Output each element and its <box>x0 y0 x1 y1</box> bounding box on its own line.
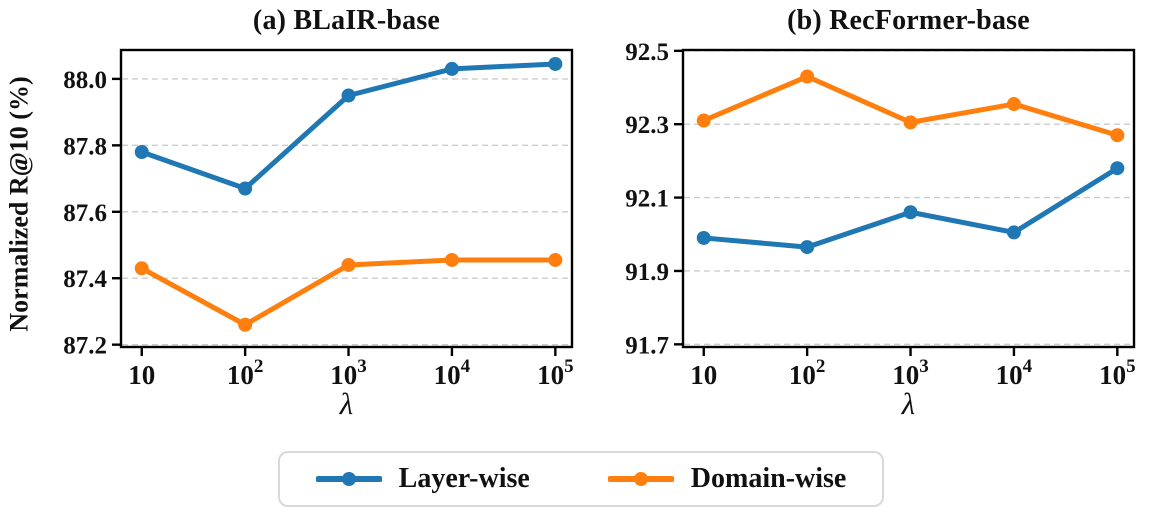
legend-item-domain-wise: Domain-wise <box>607 463 847 495</box>
legend-box: Layer-wise Domain-wise <box>278 451 884 507</box>
layer-wise-marker <box>134 144 149 159</box>
plot-frame <box>119 48 574 349</box>
layer-wise-line <box>139 61 558 192</box>
x-tick-label: 105 <box>537 356 574 390</box>
x-tick-label: 103 <box>330 356 367 390</box>
y-tick-label: 92.3 <box>625 112 669 139</box>
domain-wise-marker <box>444 252 459 267</box>
panel-a-x-axis-label: λ <box>339 386 354 421</box>
legend-item-layer-wise: Layer-wise <box>315 463 530 495</box>
panel-a-plot-area: 87.2 87.4 87.6 87.8 88.0 10 102 103 104 105 <box>63 48 574 390</box>
layer-wise-marker <box>548 56 563 71</box>
domain-wise-marker <box>238 317 253 332</box>
legend-label-domain-wise: Domain-wise <box>690 463 847 494</box>
x-tick-label: 10 <box>128 360 155 390</box>
y-tick-label: 87.8 <box>63 133 107 160</box>
y-tick-label: 92.1 <box>625 186 669 213</box>
layer-wise-marker <box>1110 161 1125 176</box>
y-tick-label: 88.0 <box>63 67 107 94</box>
layer-wise-marker <box>903 205 918 220</box>
domain-wise-marker <box>696 113 711 128</box>
domain-wise-line-swatch-icon <box>607 472 674 486</box>
domain-wise-marker <box>1006 97 1021 112</box>
y-tick-label: 92.5 <box>625 39 669 66</box>
x-tick-label: 104 <box>996 356 1033 390</box>
panel-b-plot-area: 91.7 91.9 92.1 92.3 92.5 10 102 103 104 105 <box>625 39 1136 390</box>
y-axis-label: Normalized R@10 (%) <box>5 76 34 332</box>
y-axis-label-wrap: Normalized R@10 (%) <box>0 36 40 372</box>
layer-wise-marker <box>696 230 711 245</box>
legend-label-layer-wise: Layer-wise <box>398 463 530 494</box>
y-tick-label: 91.9 <box>625 259 669 286</box>
domain-wise-marker <box>800 69 815 84</box>
x-tick-label: 10 <box>690 360 717 390</box>
panel-b-title: (b) RecFormer-base <box>787 5 1030 36</box>
panel-a-title: (a) BLaIR-base <box>252 5 441 36</box>
plot-frame <box>681 48 1136 349</box>
layer-wise-marker <box>444 61 459 76</box>
layer-wise-marker <box>1006 225 1021 240</box>
x-tick-label: 102 <box>227 356 263 390</box>
x-tick-label: 103 <box>892 356 929 390</box>
domain-wise-marker <box>341 257 356 272</box>
layer-wise-line-swatch-icon <box>315 472 382 486</box>
layer-wise-marker <box>341 88 356 103</box>
domain-wise-marker <box>548 252 563 267</box>
y-tick-label: 87.6 <box>63 200 107 227</box>
panel-b-x-axis-label: λ <box>901 386 916 421</box>
x-tick-label: 104 <box>434 356 471 390</box>
x-tick-label: 102 <box>789 356 826 390</box>
domain-wise-marker <box>903 115 918 130</box>
layer-wise-marker <box>238 181 253 196</box>
layer-wise-marker <box>800 240 815 255</box>
domain-wise-marker <box>1110 128 1125 143</box>
domain-wise-marker <box>134 261 149 276</box>
y-tick-label: 91.7 <box>625 332 669 359</box>
y-tick-label: 87.2 <box>63 333 107 360</box>
y-tick-label: 87.4 <box>63 266 107 293</box>
x-tick-label: 105 <box>1099 356 1136 390</box>
